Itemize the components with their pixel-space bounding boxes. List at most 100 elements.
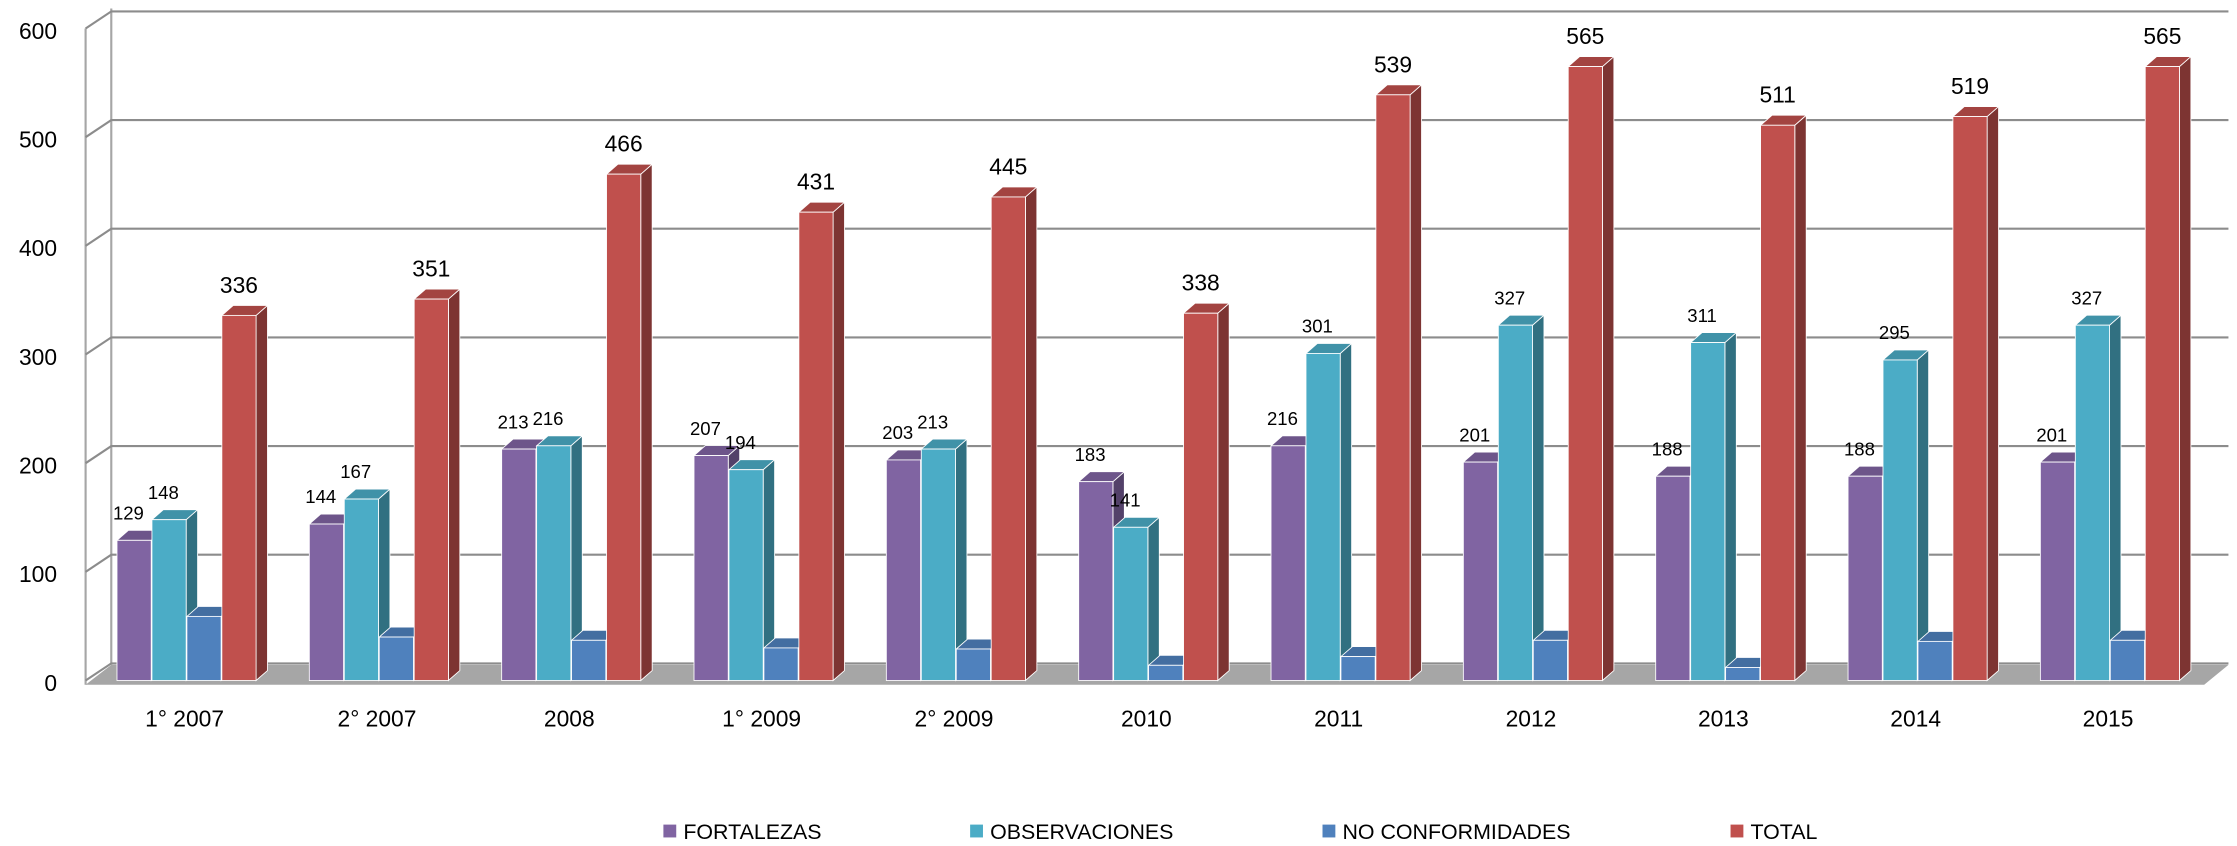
y-tick-label: 400 <box>19 235 57 261</box>
x-tick-label: 2014 <box>1890 705 1941 731</box>
legend-swatch <box>663 824 677 838</box>
total-label: 511 <box>1759 82 1795 108</box>
legend-swatch <box>1730 824 1744 838</box>
bar <box>885 459 922 681</box>
data-label: 216 <box>1267 408 1298 429</box>
bar <box>1270 445 1306 681</box>
data-label: 213 <box>917 411 948 432</box>
bar-side <box>640 163 653 682</box>
bar <box>1655 475 1691 681</box>
bar <box>1340 656 1376 681</box>
bar <box>2109 639 2145 681</box>
bar <box>1917 640 1953 681</box>
bar <box>1725 667 1761 681</box>
bar-side <box>1724 331 1737 682</box>
y-tick-label: 0 <box>44 670 57 696</box>
legend-label: FORTALEZAS <box>683 820 821 844</box>
y-tick-label: 600 <box>19 18 57 44</box>
data-label: 167 <box>340 461 371 482</box>
data-label: 144 <box>305 486 336 507</box>
bar <box>308 523 344 681</box>
bar <box>2144 66 2180 681</box>
bar <box>1148 664 1184 681</box>
bar <box>221 314 257 681</box>
data-label: 327 <box>2071 287 2102 308</box>
bar <box>1078 481 1114 681</box>
bar <box>955 648 991 681</box>
legend-label: NO CONFORMIDADES <box>1342 820 1570 844</box>
bar <box>763 647 799 681</box>
total-label: 351 <box>412 256 450 282</box>
y-tick-label: 100 <box>19 561 57 587</box>
bar <box>606 173 642 681</box>
bar <box>2039 461 2076 681</box>
total-label: 338 <box>1182 270 1220 296</box>
legend-swatch <box>970 824 983 838</box>
total-label: 431 <box>797 169 835 195</box>
bar <box>1183 312 1219 681</box>
bar <box>1847 475 1883 681</box>
data-label: 301 <box>1302 316 1333 337</box>
x-tick-label: 2008 <box>544 705 595 731</box>
x-tick-label: 2° 2009 <box>915 705 994 731</box>
x-tick-label: 1° 2009 <box>722 705 801 731</box>
bar <box>990 196 1026 681</box>
bar <box>378 636 414 681</box>
grid-line <box>85 119 2229 139</box>
bar <box>693 455 729 681</box>
data-label: 129 <box>113 503 144 524</box>
x-tick-label: 2010 <box>1121 705 1172 731</box>
bar-side <box>1916 349 1930 682</box>
bar <box>798 211 834 681</box>
data-label: 207 <box>690 418 721 439</box>
data-label: 148 <box>148 482 179 503</box>
bar-side <box>1147 516 1160 682</box>
bar <box>151 519 187 681</box>
bar <box>116 539 152 681</box>
data-label: 327 <box>1494 287 1525 308</box>
bar <box>343 498 379 681</box>
total-label: 565 <box>1566 23 1604 49</box>
bar <box>571 639 607 681</box>
grid-line <box>85 227 2229 247</box>
bar-side <box>1794 114 1807 682</box>
data-label: 194 <box>725 432 756 453</box>
bar-side <box>1339 342 1353 682</box>
bar <box>920 448 956 681</box>
legend-label: OBSERVACIONES <box>990 820 1173 844</box>
x-tick-label: 2013 <box>1698 705 1749 731</box>
bar-side <box>1409 83 1422 682</box>
bar-side <box>1025 186 1038 682</box>
bar-side <box>255 304 268 682</box>
x-tick-label: 2011 <box>1314 705 1363 731</box>
bar <box>1462 461 1499 681</box>
data-label: 188 <box>1844 438 1875 459</box>
legend-swatch <box>1322 824 1336 838</box>
bar <box>1952 116 1988 681</box>
bar-side <box>832 201 845 682</box>
bar <box>536 445 572 681</box>
bar-side <box>1532 314 1545 682</box>
y-tick-label: 200 <box>19 452 57 478</box>
bar-side <box>2109 314 2122 682</box>
data-label: 201 <box>1459 424 1490 445</box>
y-tick-label: 300 <box>19 344 57 370</box>
total-label: 336 <box>220 272 258 298</box>
bar <box>501 448 537 681</box>
bar <box>1305 353 1341 681</box>
bar <box>1690 342 1726 681</box>
data-label: 213 <box>498 411 529 432</box>
total-label: 539 <box>1374 51 1412 77</box>
bar <box>1532 639 1568 681</box>
bar-side <box>2179 55 2192 682</box>
bar <box>1882 359 1918 681</box>
x-tick-label: 2015 <box>2083 705 2134 731</box>
bar <box>1760 124 1796 681</box>
total-label: 565 <box>2143 23 2181 49</box>
bar-side <box>1217 302 1230 682</box>
legend-label: TOTAL <box>1751 820 1818 844</box>
bar <box>1113 526 1149 681</box>
bar <box>1567 66 1603 681</box>
data-label: 295 <box>1879 322 1910 343</box>
